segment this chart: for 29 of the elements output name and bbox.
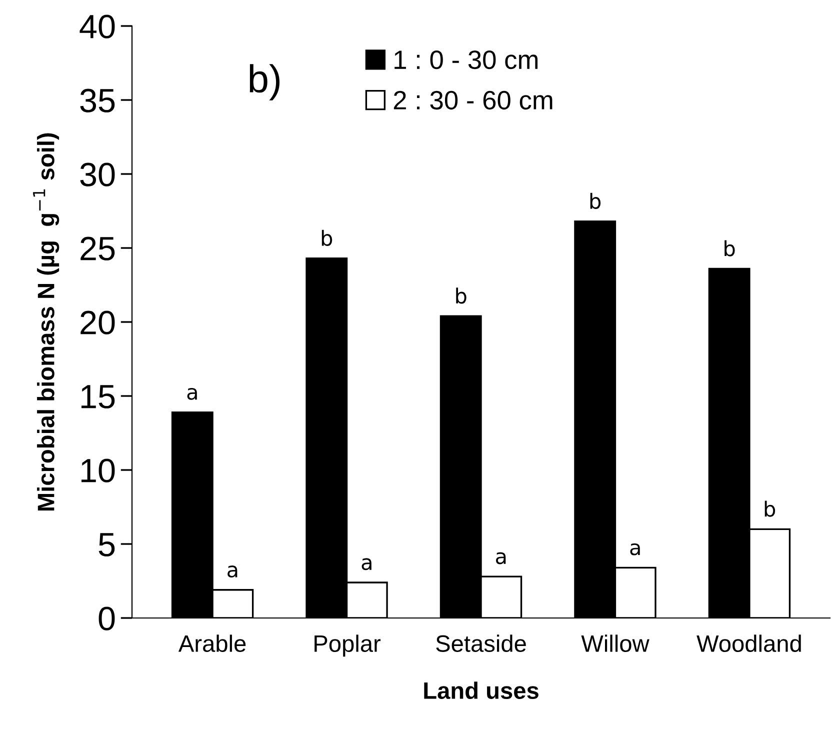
annotation: b <box>724 240 735 256</box>
y-tick-label: 15 <box>81 385 115 408</box>
x-tick-label: Poplar <box>314 634 381 657</box>
y-tick-label: 40 <box>80 14 115 38</box>
annotation: a <box>187 388 197 400</box>
legend-label: 1 : 0 - 30 cm <box>394 50 538 70</box>
annotation: b <box>764 500 776 517</box>
y-tick-label: 10 <box>81 458 115 482</box>
annotation: a <box>496 552 506 564</box>
y-tick-label: 25 <box>80 236 115 260</box>
y-tick-label: 20 <box>80 310 115 334</box>
y-tick-label: 35 <box>80 88 115 112</box>
x-tick-label: Woodland <box>696 634 801 652</box>
annotation: b <box>456 288 466 304</box>
x-tick-label: Setaside <box>436 634 526 652</box>
annotation: a <box>630 543 640 556</box>
y-tick-label: 5 <box>98 533 115 556</box>
x-tick-label: Willow <box>581 634 650 652</box>
y-axis-title: Microbial biomass N (µg g$^{−1}$ soil) <box>33 133 60 510</box>
y-tick-label: 0 <box>98 606 115 630</box>
annotation: b) <box>250 64 280 100</box>
annotation: b <box>322 230 332 246</box>
annotation: b <box>590 192 601 209</box>
annotation: a <box>362 558 372 570</box>
legend-label: 2 : 30 - 60 cm <box>394 90 552 110</box>
x-axis-title: Land uses <box>424 682 538 700</box>
y-tick-label: 30 <box>80 162 115 186</box>
x-tick-label: Arable <box>178 634 246 652</box>
annotation: a <box>228 566 238 578</box>
